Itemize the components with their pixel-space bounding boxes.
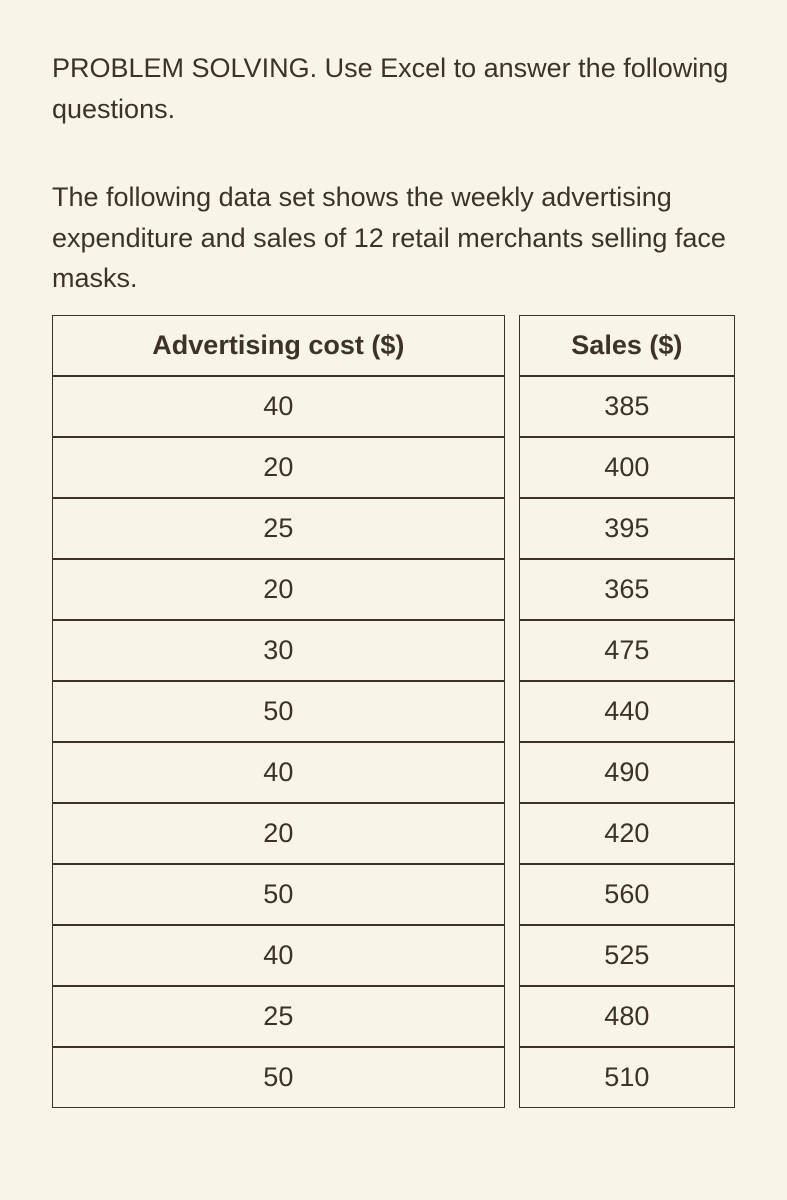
cell-advertising: 20 (52, 803, 505, 864)
column-gap (505, 1047, 519, 1108)
problem-heading: PROBLEM SOLVING. Use Excel to answer the… (52, 48, 735, 129)
column-gap (505, 803, 519, 864)
cell-sales: 365 (519, 559, 735, 620)
table-row: 25 480 (52, 986, 735, 1047)
column-gap (505, 620, 519, 681)
cell-sales: 525 (519, 925, 735, 986)
cell-sales: 510 (519, 1047, 735, 1108)
data-table: Advertising cost ($) Sales ($) 40 385 20… (52, 315, 735, 1108)
table-row: 20 400 (52, 437, 735, 498)
cell-advertising: 40 (52, 742, 505, 803)
cell-sales: 440 (519, 681, 735, 742)
table-row: 40 525 (52, 925, 735, 986)
cell-advertising: 25 (52, 498, 505, 559)
cell-sales: 420 (519, 803, 735, 864)
column-gap (505, 559, 519, 620)
column-gap (505, 864, 519, 925)
table-row: 25 395 (52, 498, 735, 559)
cell-sales: 480 (519, 986, 735, 1047)
cell-advertising: 50 (52, 681, 505, 742)
column-header-advertising: Advertising cost ($) (52, 315, 505, 376)
cell-advertising: 40 (52, 925, 505, 986)
column-header-sales: Sales ($) (519, 315, 735, 376)
table-row: 20 420 (52, 803, 735, 864)
cell-advertising: 30 (52, 620, 505, 681)
table-row: 50 510 (52, 1047, 735, 1108)
column-gap (505, 315, 519, 376)
cell-sales: 385 (519, 376, 735, 437)
table-body: 40 385 20 400 25 395 20 365 30 475 50 44… (52, 376, 735, 1108)
table-row: 30 475 (52, 620, 735, 681)
table-header-row: Advertising cost ($) Sales ($) (52, 315, 735, 376)
cell-sales: 490 (519, 742, 735, 803)
column-gap (505, 681, 519, 742)
cell-advertising: 50 (52, 1047, 505, 1108)
cell-sales: 560 (519, 864, 735, 925)
table-row: 40 490 (52, 742, 735, 803)
table-row: 50 440 (52, 681, 735, 742)
column-gap (505, 376, 519, 437)
cell-sales: 400 (519, 437, 735, 498)
column-gap (505, 498, 519, 559)
cell-sales: 475 (519, 620, 735, 681)
cell-advertising: 20 (52, 437, 505, 498)
column-gap (505, 925, 519, 986)
cell-advertising: 40 (52, 376, 505, 437)
cell-advertising: 25 (52, 986, 505, 1047)
table-row: 50 560 (52, 864, 735, 925)
column-gap (505, 986, 519, 1047)
table-row: 40 385 (52, 376, 735, 437)
table-row: 20 365 (52, 559, 735, 620)
column-gap (505, 437, 519, 498)
column-gap (505, 742, 519, 803)
cell-advertising: 50 (52, 864, 505, 925)
cell-sales: 395 (519, 498, 735, 559)
cell-advertising: 20 (52, 559, 505, 620)
problem-description: The following data set shows the weekly … (52, 177, 735, 299)
